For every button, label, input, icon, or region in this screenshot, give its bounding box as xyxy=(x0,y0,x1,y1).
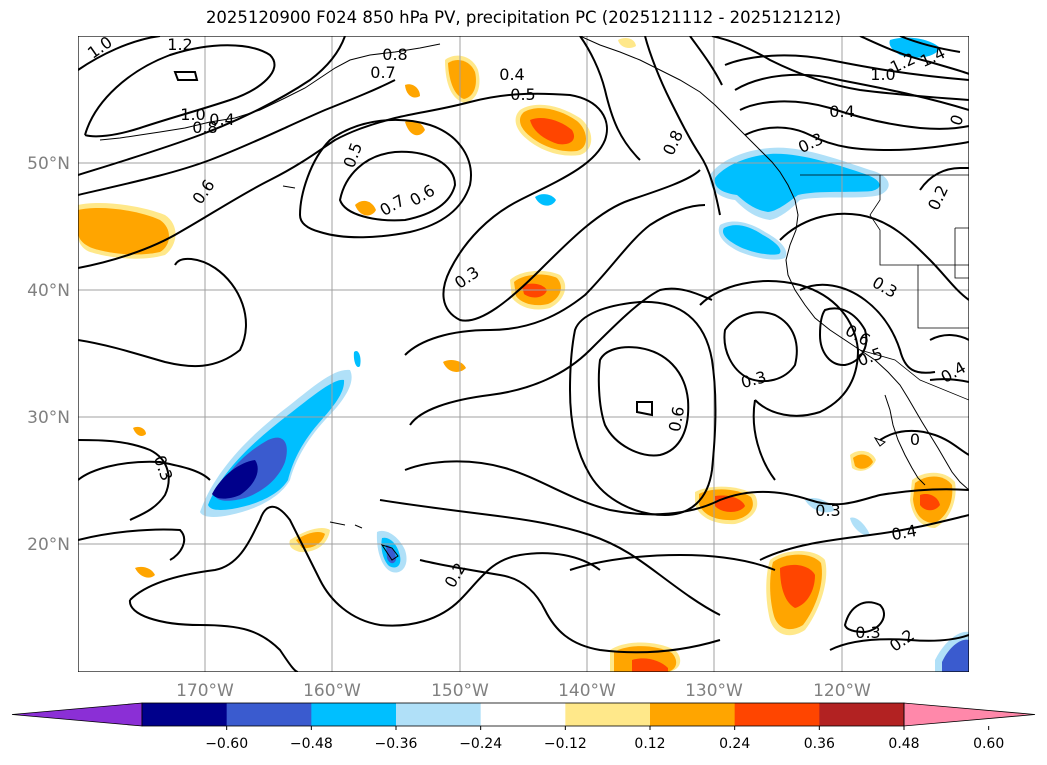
contour-label: 1.0 xyxy=(180,105,205,124)
contour-label: 1.2 xyxy=(167,35,192,54)
pv-contours xyxy=(78,36,969,672)
contour-label: 0.5 xyxy=(510,85,535,104)
contour-label: 0.4 xyxy=(829,102,854,121)
contour-label: 0.3 xyxy=(815,501,840,520)
longitude-tick-labels: 170°W 160°W 150°W 140°W 130°W 120°W xyxy=(176,681,871,701)
colorbar-tick-label: −0.24 xyxy=(459,736,502,752)
lon-tick-label: 140°W xyxy=(558,681,616,701)
colorbar-segment xyxy=(142,703,228,726)
lon-tick-label: 150°W xyxy=(431,681,489,701)
colorbar-segment xyxy=(311,703,397,726)
colorbar-tick-label: −0.36 xyxy=(375,736,418,752)
colorbar-segment xyxy=(650,703,736,726)
coastlines xyxy=(99,36,969,561)
latitude-tick-labels: 50°N 40°N 30°N 20°N xyxy=(27,154,70,555)
colorbar-segment xyxy=(734,703,820,726)
map-title: 2025120900 F024 850 hPa PV, precipitatio… xyxy=(205,8,842,27)
colorbar-tick-label: −0.48 xyxy=(290,736,333,752)
colorbar-segment xyxy=(565,703,651,726)
lat-tick-label: 40°N xyxy=(27,281,70,301)
contour-label: 0.4 xyxy=(209,110,234,129)
lon-tick-label: 160°W xyxy=(303,681,361,701)
contour-label: 0.6 xyxy=(665,405,688,433)
colorbar-extend-low xyxy=(11,702,143,727)
lon-tick-label: 120°W xyxy=(813,681,871,701)
colorbar-extend-high xyxy=(903,702,1036,727)
colorbar-tick-label: 0.12 xyxy=(634,736,665,752)
colorbar-tick-label: −0.60 xyxy=(205,736,248,752)
colorbar-segment xyxy=(396,703,482,726)
contour-label: 0.4 xyxy=(499,65,524,84)
colorbar-segment xyxy=(819,703,905,726)
lon-tick-label: 170°W xyxy=(176,681,234,701)
colorbar-segment xyxy=(226,703,312,726)
colorbar-tick-label: 0.48 xyxy=(888,736,919,752)
colorbar-tick-label: 0.24 xyxy=(719,736,750,752)
contour-label: 0.3 xyxy=(855,623,880,642)
precipitation-shading xyxy=(78,37,969,672)
contour-label: 0.8 xyxy=(382,45,407,64)
colorbar-tick-label: 0.36 xyxy=(804,736,835,752)
contour-label: 1.0 xyxy=(870,65,895,84)
contour-label: 0 xyxy=(910,430,920,449)
lat-tick-label: 20°N xyxy=(27,535,70,555)
colorbar-tick-label: 0.60 xyxy=(973,736,1004,752)
contour-label: 0.7 xyxy=(370,63,395,82)
map-plot-area: 1.0 1.2 0.7 0.8 0.4 0.5 1.0 0.8 0.4 0.5 … xyxy=(78,35,969,672)
colorbar-segment xyxy=(480,703,566,726)
lon-tick-label: 130°W xyxy=(685,681,743,701)
lat-tick-label: 30°N xyxy=(27,408,70,428)
lat-tick-label: 50°N xyxy=(27,154,70,174)
colorbar-tick-label: −0.12 xyxy=(544,736,587,752)
colorbar: −0.60 −0.48 −0.36 −0.24 −0.12 0.12 0.24 0.36 0.4… xyxy=(11,702,1036,752)
contour-label: 0.4 xyxy=(890,521,918,544)
contour-label: 0.8 xyxy=(192,118,217,137)
